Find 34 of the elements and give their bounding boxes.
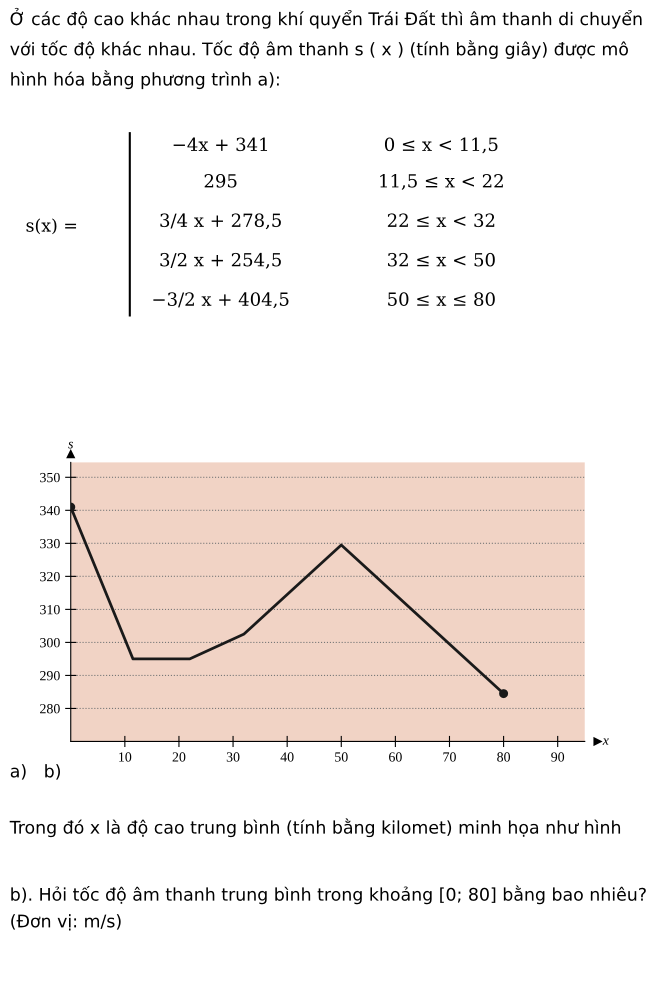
y-axis-title: s (68, 442, 74, 448)
text: 3/2 x + 254,5 (160, 252, 281, 269)
x-tick-label: 20 (172, 752, 186, 762)
x-tick-label: 30 (226, 752, 240, 762)
text: 22 ≤ x < 32 (388, 213, 494, 228)
y-tick-label: 350 (40, 472, 60, 482)
text: Trong đó x là độ cao trung bình (tính bằng kilomet) minh họa như hình (10, 818, 620, 838)
x-tick-label: 70 (443, 752, 456, 762)
y-tick-label: 330 (40, 538, 60, 548)
text: 32 ≤ x < 50 (388, 252, 495, 267)
y-tick-label: 290 (40, 671, 60, 680)
text: −3/2 x + 404,5 (153, 292, 288, 308)
text: s(x) = (26, 218, 76, 234)
text: 0 ≤ x < 11,5 (384, 138, 498, 154)
y-tick-label: 280 (40, 704, 60, 714)
text: 295 (204, 174, 236, 188)
x-tick-label: 90 (551, 752, 564, 762)
x-tick-label: 60 (389, 752, 402, 762)
y-tick-label: 300 (40, 638, 60, 648)
y-tick-label: 340 (40, 506, 60, 516)
text: 50 ≤ x ≤ 80 (388, 292, 495, 306)
text: 3/4 x + 278,5 (160, 213, 281, 230)
y-tick-label: 320 (40, 572, 60, 582)
x-axis-title: x (602, 738, 609, 745)
text: −4x + 341 (174, 138, 268, 152)
x-tick-label: 40 (280, 752, 294, 762)
text: 11,5 ≤ x < 22 (380, 174, 503, 190)
x-tick-label: 50 (335, 752, 348, 762)
text: b). Hỏi tốc độ âm thanh trung bình trong khoảng [0; 80] bằng bao nhiêu? (Đơn vị: m/s) (11, 885, 646, 930)
x-tick-label: 80 (497, 752, 510, 762)
text: a) b) (10, 764, 60, 780)
chart-title: Ở các độ cao khác nhau trong khí quyển Trái Đất thì âm thanh di chuyển với tốc độ khác nhau. Tốc độ âm thanh s ( x ) (tính bằng giây) được mô hình hóa bằng phương trình a): (10, 8, 642, 90)
y-tick-label: 310 (40, 604, 60, 614)
x-tick-label: 10 (119, 752, 132, 762)
